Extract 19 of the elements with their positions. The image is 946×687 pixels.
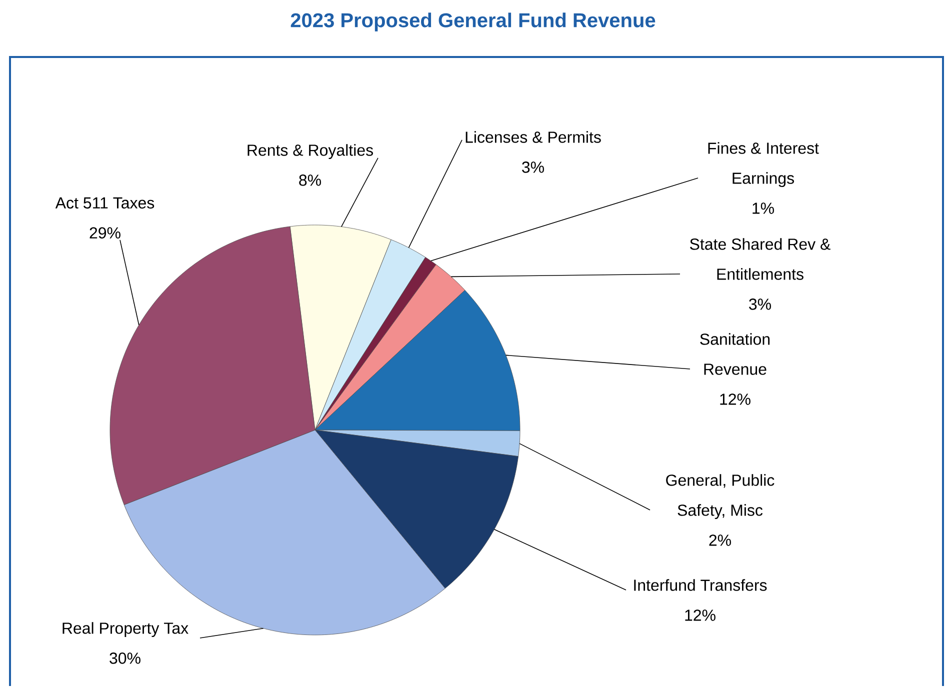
slice-label: Fines & Interest Earnings <box>708 142 819 188</box>
data-label: 8% <box>299 174 321 186</box>
slice-label: General, Public Safety, Misc <box>666 474 774 520</box>
data-label: 29% <box>90 227 120 239</box>
slice-label: Sanitation Revenue <box>700 333 770 375</box>
slice-label: Real Property Tax <box>62 622 188 638</box>
data-label: 1% <box>752 202 774 214</box>
chart-title: 2023 Proposed General Fund Revenue <box>290 12 656 32</box>
data-label: 3% <box>749 298 771 310</box>
data-label: 30% <box>110 652 140 664</box>
slice-label: Act 511 Taxes <box>55 197 154 209</box>
slice-label: State Shared Rev & Entitlements <box>690 238 830 280</box>
data-label: 12% <box>720 394 750 405</box>
data-label: 2% <box>709 534 731 546</box>
slice-label: Licenses & Permits <box>466 131 601 143</box>
data-label: 3% <box>522 162 544 173</box>
slice-label: Interfund Transfers <box>634 579 767 591</box>
slice-label: Rents & Royalties <box>248 144 373 160</box>
data-label: 12% <box>685 610 716 621</box>
